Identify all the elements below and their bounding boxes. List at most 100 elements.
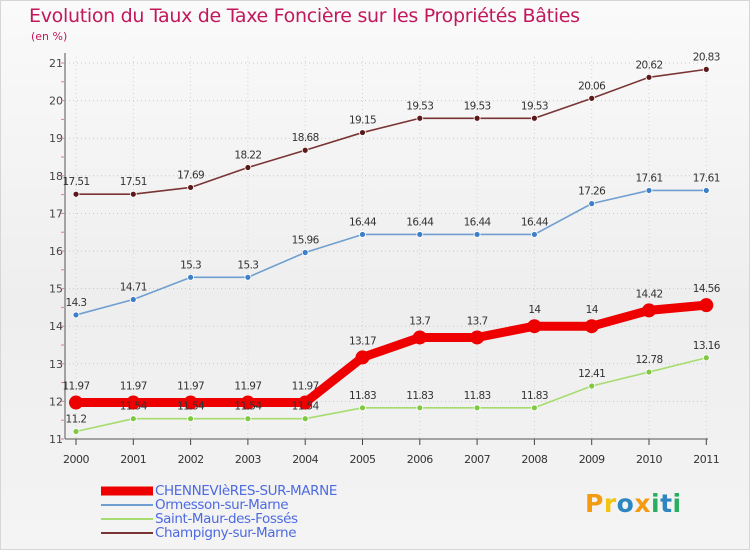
data-label: 11.97 (234, 381, 261, 393)
data-label: 11.83 (464, 390, 491, 402)
data-label: 20.06 (578, 80, 606, 92)
data-label: 19.15 (349, 115, 376, 127)
data-label: 19.53 (464, 100, 491, 112)
y-tick-label: 15 (49, 283, 63, 296)
y-tick-label: 11 (49, 433, 63, 446)
data-point (72, 311, 80, 319)
data-label: 14 (528, 304, 541, 316)
data-point (412, 330, 427, 345)
data-point (72, 190, 80, 198)
series-line (76, 300, 707, 408)
data-point (355, 350, 370, 365)
x-tick-label: 2003 (235, 453, 261, 466)
data-label: 13.7 (467, 315, 488, 327)
x-tick-label: 2005 (350, 453, 376, 466)
x-tick-label: 2007 (464, 453, 490, 466)
data-point (702, 187, 710, 194)
logo-letter: r (603, 489, 617, 518)
logo-letter: x (634, 489, 651, 518)
data-point (473, 114, 481, 122)
data-label: 16.44 (406, 216, 434, 228)
chart-title: Evolution du Taux de Taxe Foncière sur l… (29, 5, 580, 27)
data-point (470, 330, 485, 345)
data-point (416, 404, 424, 412)
data-point (359, 404, 366, 412)
data-point (298, 395, 313, 410)
data-point (244, 273, 252, 281)
data-point (359, 129, 366, 136)
data-point (588, 200, 596, 208)
y-tick-label: 17 (49, 207, 63, 220)
y-tick-label: 20 (49, 95, 63, 108)
legend-swatch (101, 486, 153, 496)
data-label: 17.26 (578, 186, 606, 198)
data-point (588, 94, 596, 102)
data-label: 11.83 (406, 390, 433, 402)
x-tick-label: 2006 (407, 453, 433, 466)
data-label: 17.51 (120, 176, 147, 188)
data-label: 11.97 (292, 381, 319, 393)
data-label: 11.97 (177, 381, 204, 393)
y-tick-label: 21 (49, 57, 63, 70)
y-tick-label: 14 (49, 320, 63, 333)
logo-letter: i (672, 489, 682, 518)
data-point (301, 249, 309, 256)
data-label: 12.78 (635, 354, 662, 366)
legend-swatch (101, 532, 153, 534)
data-label: 11.97 (62, 381, 89, 393)
data-point (301, 415, 309, 423)
data-point (129, 296, 137, 303)
x-tick-label: 2010 (636, 453, 662, 466)
data-label: 11.54 (292, 401, 320, 413)
data-label: 20.62 (635, 59, 662, 71)
data-point (129, 415, 137, 423)
data-point (702, 65, 710, 73)
y-tick-label: 18 (49, 170, 63, 183)
data-label: 13.7 (409, 315, 430, 327)
data-label: 11.83 (521, 390, 548, 402)
data-point (187, 415, 195, 423)
data-point (531, 231, 538, 238)
x-tick-label: 2001 (120, 453, 146, 466)
legend-label: Saint-Maur-des-Fossés (155, 511, 298, 527)
data-point (531, 404, 538, 412)
proxiti-logo: Proxiti (585, 489, 682, 518)
legend-swatch (101, 518, 153, 520)
data-point (645, 368, 653, 376)
data-label: 15.96 (292, 235, 320, 247)
data-point (244, 415, 252, 423)
data-point (244, 164, 252, 171)
x-tick-label: 2009 (579, 453, 605, 466)
data-label: 16.44 (521, 216, 549, 228)
data-label: 11.83 (349, 390, 376, 402)
data-label: 20.83 (693, 51, 720, 63)
data-point (473, 404, 481, 412)
data-label: 11.2 (66, 413, 87, 425)
x-tick-label: 2008 (521, 453, 547, 466)
data-label: 11.54 (120, 401, 148, 413)
unit-label: (en %) (31, 30, 68, 43)
x-tick-label: 2000 (63, 453, 89, 466)
data-point (473, 231, 481, 238)
legend-swatch (101, 504, 153, 506)
logo-letter: o (616, 489, 635, 518)
data-label: 16.44 (349, 216, 377, 228)
series-line (76, 68, 707, 196)
logo-letter: i (651, 489, 661, 518)
data-point (531, 114, 538, 122)
data-point (359, 231, 366, 238)
data-point (645, 187, 653, 194)
data-label: 15.3 (237, 259, 258, 271)
series-line (75, 357, 707, 433)
x-tick-label: 2004 (292, 453, 318, 466)
data-label: 11.97 (120, 381, 147, 393)
legend-label: Champigny-sur-Marne (155, 525, 297, 541)
data-point (187, 184, 195, 191)
data-label: 18.22 (234, 150, 261, 162)
logo-letter: P (585, 489, 604, 518)
data-point (416, 114, 424, 122)
data-label: 14 (586, 304, 599, 316)
data-label: 14.42 (635, 288, 662, 300)
